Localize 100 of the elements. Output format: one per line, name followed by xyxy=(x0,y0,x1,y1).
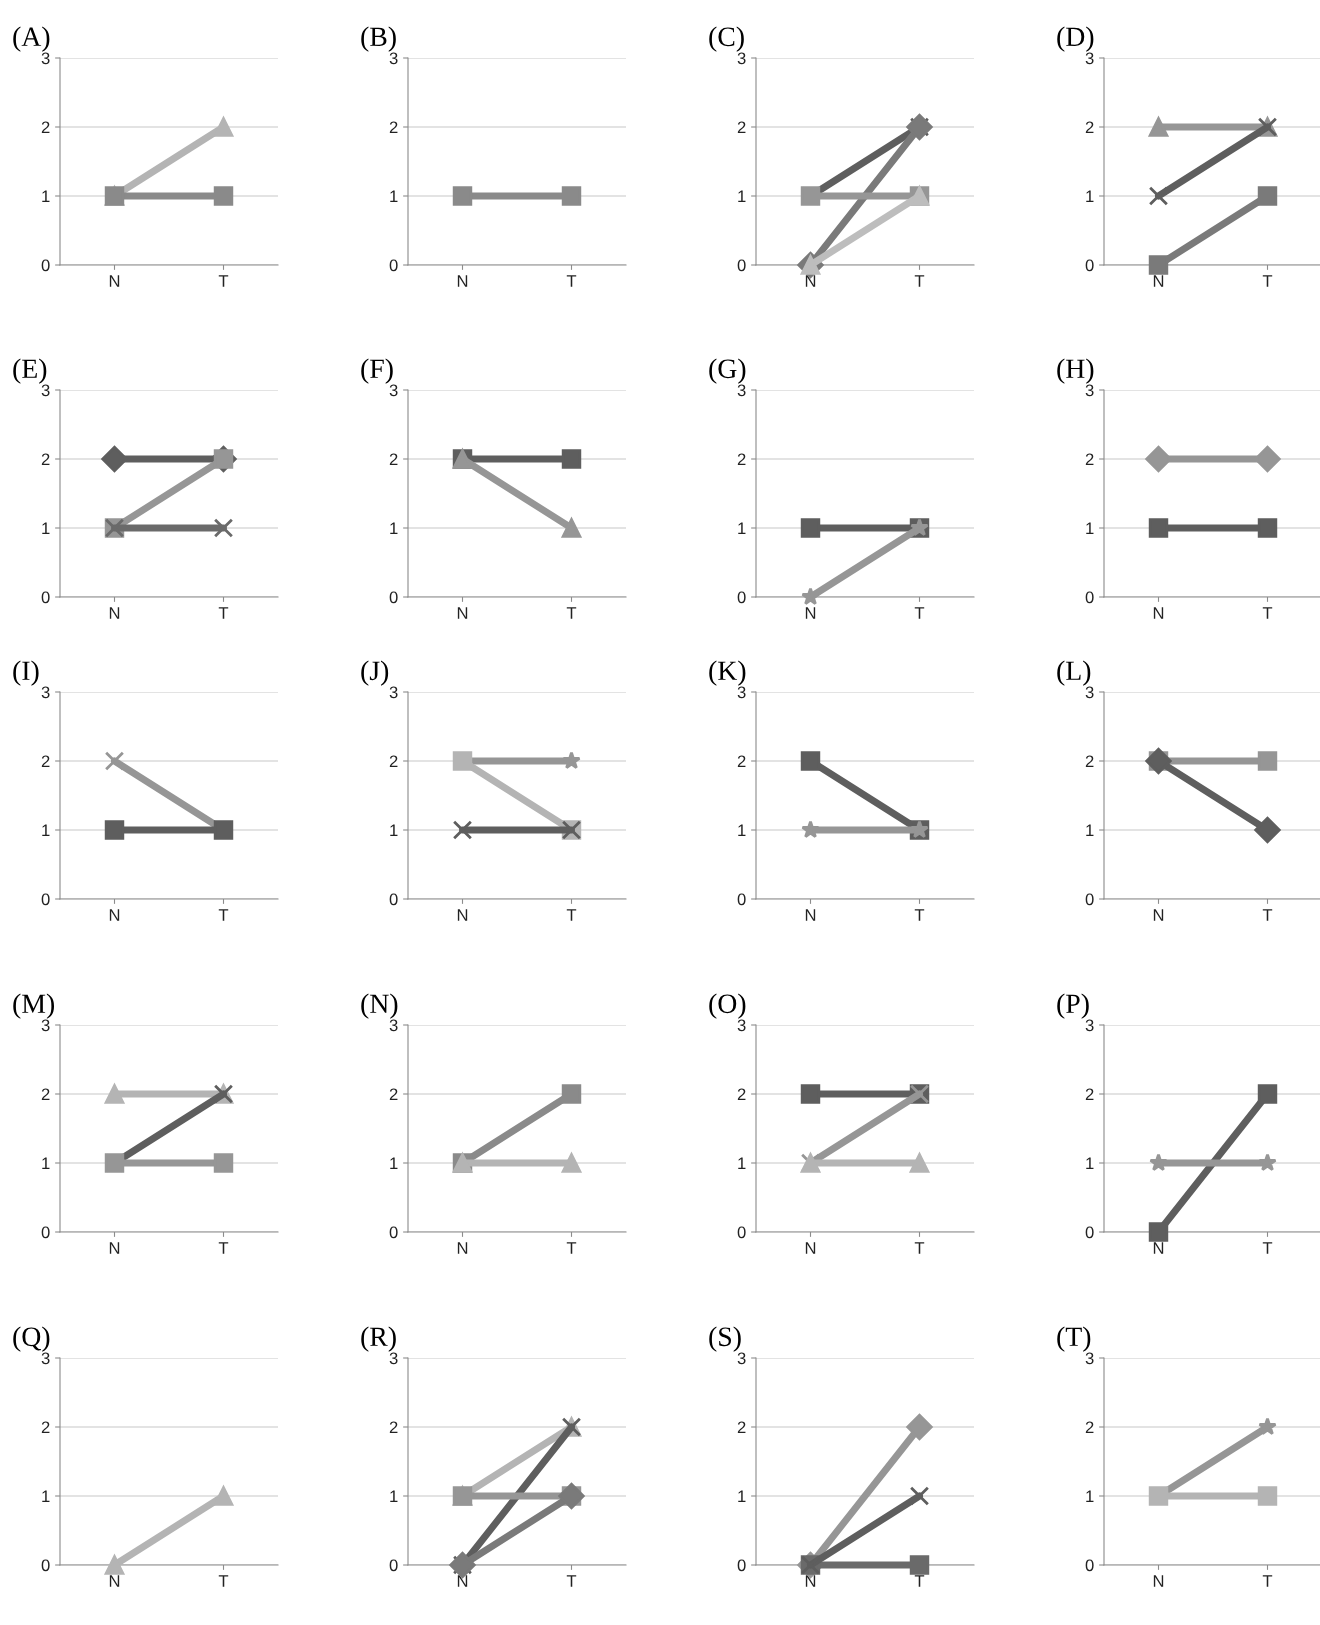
y-tick-label: 0 xyxy=(41,591,50,604)
x-tick-label: T xyxy=(914,607,925,619)
x-tick-label: N xyxy=(457,1575,468,1587)
y-tick-label: 0 xyxy=(41,893,50,906)
x-tick-label: N xyxy=(109,909,120,921)
y-tick-label: 2 xyxy=(1085,1421,1094,1434)
x-tick-label: N xyxy=(1153,275,1164,287)
chart-title: (L) xyxy=(1057,660,1091,686)
x-tick-label: T xyxy=(914,1242,925,1254)
x-tick-label: N xyxy=(1153,1575,1164,1587)
y-tick-label: 3 xyxy=(41,52,50,65)
chart-title: (C) xyxy=(709,26,744,52)
y-tick-label: 3 xyxy=(737,384,746,397)
x-tick-label: T xyxy=(1262,909,1273,921)
x-tick-label: N xyxy=(1153,1242,1164,1254)
x-tick-label: N xyxy=(1153,909,1164,921)
y-tick-label: 0 xyxy=(389,893,398,906)
y-tick-label: 2 xyxy=(737,755,746,768)
y-tick-label: 1 xyxy=(1086,1490,1094,1503)
y-tick-label: 1 xyxy=(1086,190,1094,203)
y-tick-label: 1 xyxy=(390,1490,398,1503)
y-tick-label: 1 xyxy=(390,190,398,203)
chart-title: (A) xyxy=(13,26,50,52)
y-tick-label: 1 xyxy=(42,522,50,535)
y-tick-label: 3 xyxy=(389,686,398,699)
y-tick-label: 1 xyxy=(738,824,746,837)
x-tick-label: T xyxy=(218,909,229,921)
chart-title: (N) xyxy=(361,993,398,1019)
y-tick-label: 1 xyxy=(738,1157,746,1170)
chart-title: (G) xyxy=(709,358,746,384)
y-tick-label: 0 xyxy=(737,1559,746,1572)
y-tick-label: 3 xyxy=(41,686,50,699)
y-tick-label: 0 xyxy=(41,259,50,272)
y-tick-label: 3 xyxy=(737,1019,746,1032)
x-tick-label: N xyxy=(1153,607,1164,619)
y-tick-label: 2 xyxy=(389,121,398,134)
x-tick-label: N xyxy=(805,909,816,921)
x-tick-label: T xyxy=(914,909,925,921)
y-tick-label: 2 xyxy=(1085,121,1094,134)
y-tick-label: 1 xyxy=(390,522,398,535)
y-tick-label: 0 xyxy=(1085,591,1094,604)
y-tick-label: 1 xyxy=(390,1157,398,1170)
x-tick-label: N xyxy=(805,275,816,287)
x-tick-label: T xyxy=(218,1575,229,1587)
x-tick-label: N xyxy=(457,909,468,921)
y-tick-label: 3 xyxy=(1085,52,1094,65)
y-tick-label: 1 xyxy=(1086,1157,1094,1170)
y-tick-label: 0 xyxy=(389,1559,398,1572)
chart-title: (F) xyxy=(361,358,393,384)
x-tick-label: T xyxy=(566,1242,577,1254)
y-tick-label: 0 xyxy=(1085,893,1094,906)
x-tick-label: T xyxy=(218,275,229,287)
x-tick-label: T xyxy=(1262,1242,1273,1254)
y-tick-label: 2 xyxy=(41,453,50,466)
y-tick-label: 0 xyxy=(737,893,746,906)
x-tick-label: N xyxy=(457,607,468,619)
x-tick-label: N xyxy=(109,607,120,619)
y-tick-label: 2 xyxy=(389,1088,398,1101)
x-tick-label: N xyxy=(805,1575,816,1587)
y-tick-label: 0 xyxy=(389,259,398,272)
chart-title: (P) xyxy=(1057,993,1089,1019)
chart-title: (T) xyxy=(1057,1326,1091,1352)
x-tick-label: T xyxy=(1262,1575,1273,1587)
y-tick-label: 3 xyxy=(389,52,398,65)
y-tick-label: 0 xyxy=(1085,259,1094,272)
x-tick-label: T xyxy=(1262,607,1273,619)
chart-title: (R) xyxy=(361,1326,396,1352)
y-tick-label: 0 xyxy=(41,1559,50,1572)
x-tick-label: T xyxy=(566,1575,577,1587)
x-tick-label: T xyxy=(566,607,577,619)
y-tick-label: 3 xyxy=(41,384,50,397)
x-tick-label: T xyxy=(566,909,577,921)
chart-title: (O) xyxy=(709,993,746,1019)
chart-title: (H) xyxy=(1057,358,1094,384)
y-tick-label: 3 xyxy=(737,686,746,699)
y-tick-label: 0 xyxy=(389,1226,398,1239)
x-tick-label: T xyxy=(218,1242,229,1254)
y-tick-label: 2 xyxy=(41,755,50,768)
y-tick-label: 2 xyxy=(389,1421,398,1434)
y-tick-label: 2 xyxy=(1085,453,1094,466)
y-tick-label: 2 xyxy=(1085,755,1094,768)
x-tick-label: N xyxy=(805,607,816,619)
x-tick-label: N xyxy=(457,1242,468,1254)
y-tick-label: 0 xyxy=(41,1226,50,1239)
y-tick-label: 1 xyxy=(1086,824,1094,837)
y-tick-label: 2 xyxy=(41,121,50,134)
x-tick-label: T xyxy=(218,607,229,619)
y-tick-label: 1 xyxy=(42,1490,50,1503)
y-tick-label: 2 xyxy=(389,755,398,768)
chart-title: (I) xyxy=(13,660,39,686)
chart-title: (M) xyxy=(13,993,55,1019)
chart-title: (D) xyxy=(1057,26,1094,52)
x-tick-label: T xyxy=(566,275,577,287)
y-tick-label: 3 xyxy=(41,1019,50,1032)
y-tick-label: 1 xyxy=(738,1490,746,1503)
x-tick-label: N xyxy=(109,1575,120,1587)
y-tick-label: 0 xyxy=(1085,1226,1094,1239)
y-tick-label: 3 xyxy=(41,1352,50,1365)
chart-title: (K) xyxy=(709,660,746,686)
y-tick-label: 3 xyxy=(1085,1352,1094,1365)
